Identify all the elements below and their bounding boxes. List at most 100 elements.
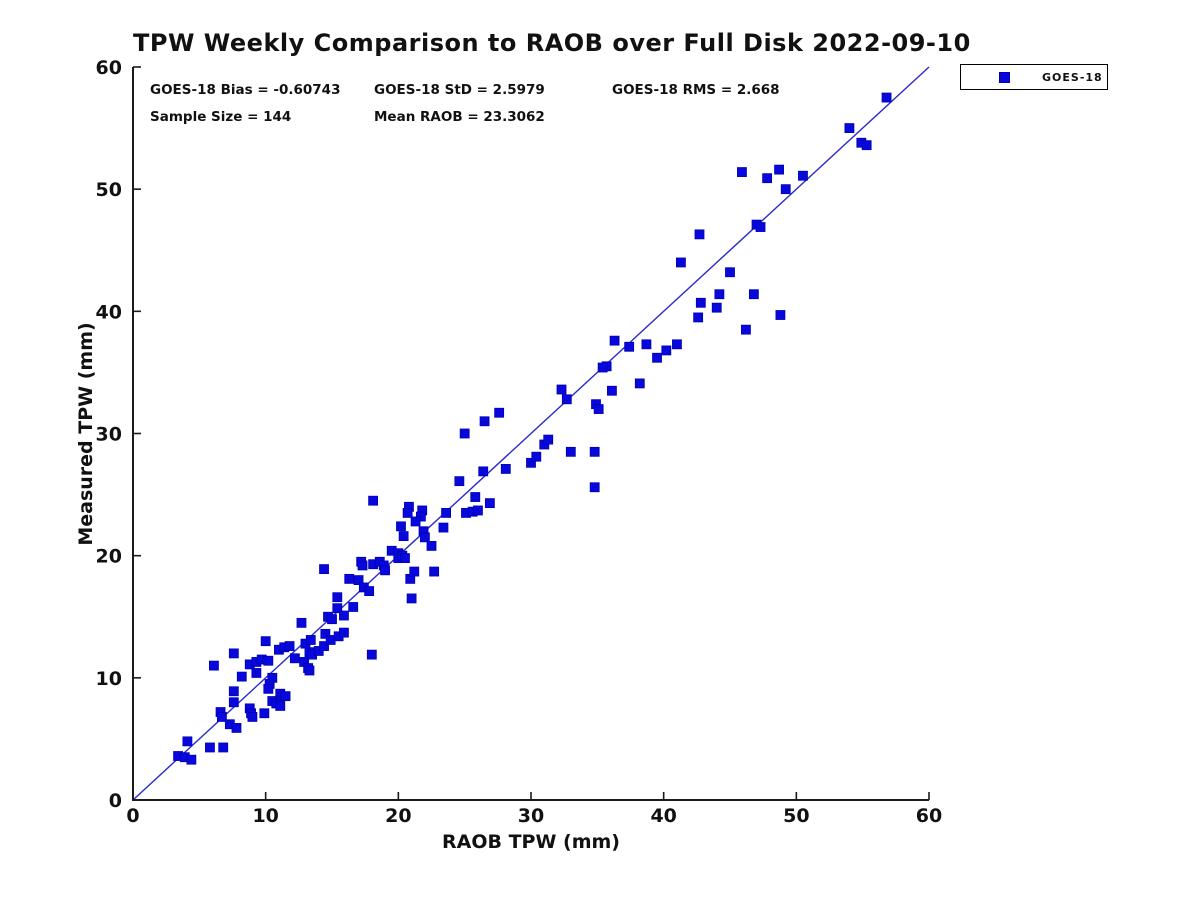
stat-bias: GOES-18 Bias = -0.60743 bbox=[150, 82, 341, 98]
data-point bbox=[741, 324, 751, 335]
data-point bbox=[410, 516, 421, 527]
data-point bbox=[624, 341, 635, 352]
data-point bbox=[755, 222, 766, 232]
data-point bbox=[332, 603, 343, 614]
data-point bbox=[251, 668, 262, 678]
data-point bbox=[526, 457, 536, 468]
data-point bbox=[218, 742, 229, 753]
data-point bbox=[881, 92, 892, 103]
data-point bbox=[473, 505, 483, 516]
data-point bbox=[357, 560, 368, 571]
data-point bbox=[861, 140, 872, 151]
data-point bbox=[368, 495, 379, 506]
data-point bbox=[409, 566, 420, 577]
x-tick-label: 10 bbox=[252, 805, 278, 827]
data-point bbox=[275, 701, 286, 711]
data-point bbox=[693, 312, 704, 323]
data-point bbox=[284, 641, 295, 651]
y-tick-label: 50 bbox=[96, 179, 122, 201]
data-point bbox=[186, 754, 197, 765]
data-point bbox=[479, 416, 490, 427]
data-point bbox=[263, 655, 274, 666]
data-point bbox=[609, 335, 620, 346]
data-point bbox=[589, 482, 600, 493]
data-point bbox=[419, 532, 430, 543]
legend-marker-square-icon bbox=[999, 71, 1010, 83]
data-point bbox=[634, 378, 645, 389]
data-point bbox=[319, 641, 329, 651]
data-point bbox=[339, 610, 349, 621]
data-point bbox=[429, 566, 440, 577]
data-point bbox=[500, 464, 511, 474]
data-point bbox=[531, 451, 542, 462]
y-tick-label: 60 bbox=[96, 57, 122, 79]
chart-title: TPW Weekly Comparison to RAOB over Full … bbox=[133, 29, 971, 57]
data-point bbox=[348, 602, 359, 612]
y-axis-label: Measured TPW (mm) bbox=[75, 322, 97, 546]
data-point bbox=[725, 267, 735, 278]
y-tick-label: 10 bbox=[96, 668, 122, 690]
data-point bbox=[484, 498, 495, 509]
data-point bbox=[216, 712, 227, 722]
x-axis-label: RAOB TPW (mm) bbox=[441, 831, 620, 853]
data-point bbox=[228, 697, 239, 708]
data-point bbox=[236, 671, 247, 682]
data-point bbox=[589, 446, 600, 457]
y-tick-label: 0 bbox=[109, 790, 122, 812]
data-point bbox=[320, 628, 331, 639]
data-point bbox=[711, 302, 722, 313]
data-point bbox=[364, 586, 375, 596]
data-point bbox=[205, 742, 215, 753]
data-point bbox=[296, 617, 307, 628]
stat-sample-size: Sample Size = 144 bbox=[150, 109, 292, 125]
data-point bbox=[398, 531, 409, 542]
data-point bbox=[231, 723, 242, 733]
data-point bbox=[543, 434, 554, 445]
data-point bbox=[260, 636, 271, 647]
legend: GOES-18 bbox=[960, 64, 1108, 90]
x-tick-label: 0 bbox=[126, 805, 139, 827]
data-point bbox=[228, 648, 239, 659]
data-point bbox=[597, 362, 608, 373]
data-point bbox=[319, 564, 329, 575]
data-point bbox=[263, 683, 274, 694]
y-tick-label: 40 bbox=[96, 301, 122, 323]
data-point bbox=[426, 540, 437, 551]
data-point bbox=[798, 170, 808, 181]
data-point bbox=[652, 352, 662, 363]
data-point bbox=[454, 476, 465, 487]
data-point bbox=[209, 660, 219, 671]
data-point bbox=[494, 407, 505, 418]
data-point bbox=[339, 627, 349, 638]
stat-mean-raob: Mean RAOB = 23.3062 bbox=[374, 109, 545, 125]
data-point bbox=[695, 297, 706, 308]
data-point bbox=[289, 653, 300, 664]
data-point bbox=[259, 708, 270, 719]
x-tick-label: 40 bbox=[650, 805, 676, 827]
legend-label: GOES-18 bbox=[1042, 70, 1103, 84]
data-point bbox=[344, 573, 355, 584]
data-point bbox=[672, 339, 682, 350]
stat-std: GOES-18 StD = 2.5979 bbox=[374, 82, 545, 98]
data-point bbox=[228, 686, 239, 697]
data-point bbox=[438, 522, 449, 533]
data-point bbox=[182, 736, 193, 747]
data-point bbox=[780, 184, 791, 195]
data-point bbox=[607, 385, 617, 396]
data-point bbox=[748, 289, 759, 300]
data-point bbox=[459, 428, 470, 439]
data-point bbox=[247, 712, 258, 722]
data-point bbox=[556, 384, 567, 395]
x-tick-label: 30 bbox=[518, 805, 544, 827]
data-point bbox=[565, 446, 576, 457]
data-point bbox=[327, 614, 337, 625]
data-point bbox=[353, 575, 364, 585]
x-tick-label: 60 bbox=[916, 805, 942, 827]
data-point bbox=[396, 521, 406, 532]
data-point bbox=[280, 691, 291, 702]
data-point bbox=[593, 404, 604, 414]
data-point bbox=[441, 508, 451, 518]
data-point bbox=[676, 257, 686, 268]
data-point bbox=[400, 553, 410, 564]
